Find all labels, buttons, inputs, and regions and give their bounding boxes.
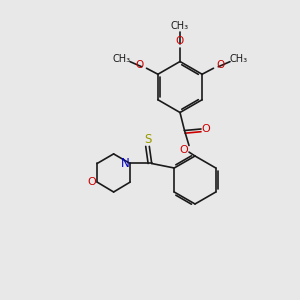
Text: O: O — [216, 60, 224, 70]
Text: S: S — [144, 133, 152, 146]
Text: CH₃: CH₃ — [171, 21, 189, 32]
Text: O: O — [136, 60, 144, 70]
Text: CH₃: CH₃ — [229, 54, 247, 64]
Text: O: O — [87, 177, 96, 187]
Text: O: O — [179, 145, 188, 155]
Text: CH₃: CH₃ — [113, 54, 131, 64]
Text: O: O — [176, 36, 184, 46]
Text: N: N — [121, 157, 130, 170]
Text: O: O — [202, 124, 211, 134]
